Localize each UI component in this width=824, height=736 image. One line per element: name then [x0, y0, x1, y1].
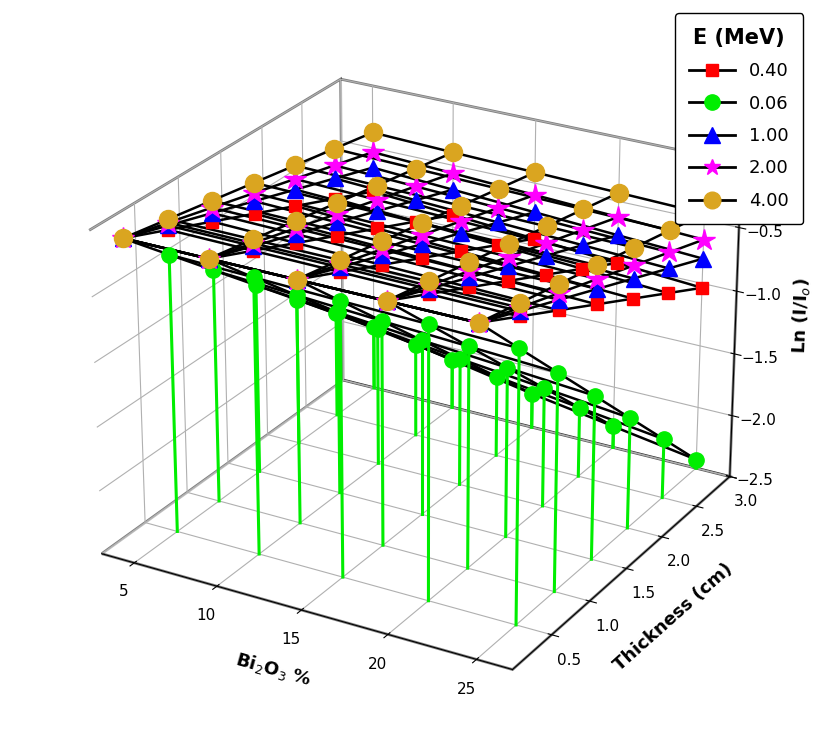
Legend: 0.40, 0.06, 1.00, 2.00, 4.00: 0.40, 0.06, 1.00, 2.00, 4.00: [675, 13, 803, 224]
Y-axis label: Thickness (cm): Thickness (cm): [611, 559, 736, 674]
X-axis label: Bi$_2$O$_3$ %: Bi$_2$O$_3$ %: [232, 648, 314, 690]
